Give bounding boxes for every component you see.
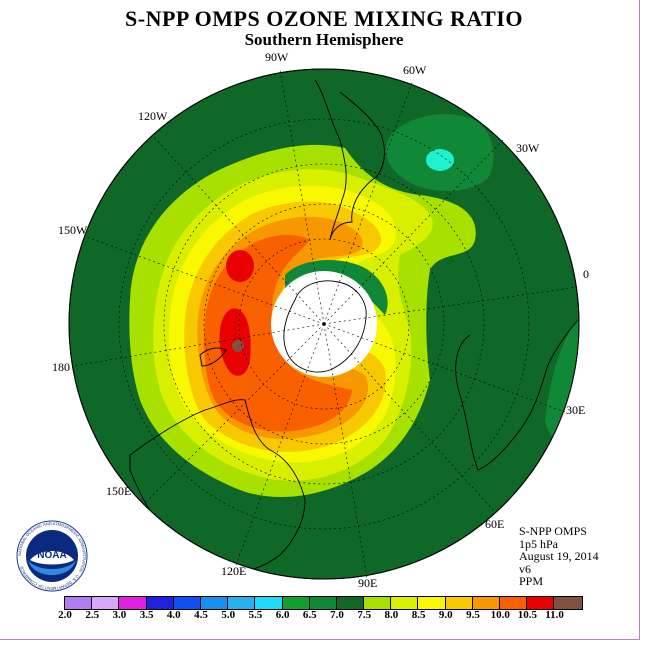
cyan-spot — [426, 149, 454, 171]
colorbar-swatch — [255, 597, 283, 609]
contour-10.5 — [232, 340, 244, 352]
figure-frame — [0, 0, 640, 640]
polar-map: 90W 60W 30W 0 30E 60E 90E 120E 150E 180 … — [52, 50, 589, 590]
lon-label-60e: 60E — [485, 517, 504, 531]
lon-label-180: 180 — [52, 360, 70, 374]
chart-title: S-NPP OMPS OZONE MIXING RATIO — [125, 6, 523, 31]
chart-subtitle: Southern Hemisphere — [244, 30, 404, 49]
colorbar-swatch — [500, 597, 528, 609]
colorbar-swatch — [173, 597, 201, 609]
colorbar-swatch — [282, 597, 310, 609]
info-version: v6 — [519, 561, 531, 576]
noaa-logo-text: NOAA — [37, 550, 66, 561]
colorbar-swatch — [65, 597, 93, 609]
colorbar-swatch — [336, 597, 365, 609]
colorbar-swatch — [418, 597, 446, 609]
colorbar-swatch — [391, 597, 419, 609]
info-units: PPM — [519, 574, 544, 588]
colorbar-swatch — [445, 597, 473, 609]
colorbar-tick-label: 6.5 — [302, 609, 317, 621]
colorbar-tick-label: 5.5 — [248, 609, 263, 621]
colorbar-swatch — [146, 597, 174, 609]
colorbar-swatch — [364, 597, 392, 609]
lon-label-90w: 90W — [265, 50, 289, 64]
lon-label-120e: 120E — [221, 564, 246, 578]
colorbar-swatch — [472, 597, 500, 609]
colorbar-swatch — [554, 597, 582, 609]
contour-10.0-upper — [226, 250, 254, 282]
product-info: S-NPP OMPS 1p5 hPa August 19, 2014 v6 PP… — [519, 525, 599, 588]
colorbar-tick-label: 5.0 — [221, 609, 236, 621]
lon-label-150e: 150E — [106, 484, 131, 498]
colorbar-tick-label: 7.0 — [330, 609, 344, 621]
colorbar-tick-label: 8.0 — [384, 609, 399, 621]
colorbar-swatch — [119, 597, 147, 609]
contour-9.5 — [204, 234, 352, 432]
colorbar-tick-label: 9.5 — [466, 609, 480, 621]
colorbar-tick-label: 4.0 — [166, 609, 181, 621]
colorbar-tick-label: 11.0 — [545, 609, 564, 621]
colorbar-tick-label: 2.0 — [58, 609, 72, 621]
lon-label-60w: 60W — [403, 63, 427, 77]
colorbar-swatch — [200, 597, 229, 609]
colorbar — [64, 596, 583, 610]
lon-label-30w: 30W — [516, 141, 540, 155]
colorbar-swatch — [92, 597, 120, 609]
colorbar-swatch — [527, 597, 555, 609]
info-instrument: S-NPP OMPS — [519, 524, 587, 538]
info-date: August 19, 2014 — [519, 549, 599, 563]
colorbar-tick-label: 4.5 — [194, 609, 208, 621]
colorbar-tick-label: 6.0 — [275, 609, 290, 621]
colorbar-tick-label: 2.5 — [85, 609, 100, 621]
graticule — [72, 69, 578, 579]
lon-label-150w: 150W — [58, 223, 88, 237]
colorbar-tick-label: 3.0 — [112, 609, 127, 621]
colorbar-tick-label: 10.5 — [517, 609, 538, 621]
noaa-logo: NOAA NATIONAL OCEANIC AND ATMOSPHERIC AD… — [16, 520, 88, 592]
colorbar-tick-label: 9.0 — [438, 609, 453, 621]
lon-label-90e: 90E — [358, 576, 377, 590]
colorbar-tick-label: 3.5 — [139, 609, 154, 621]
colorbar-tick-label: 8.5 — [411, 609, 426, 621]
colorbar-swatch — [228, 597, 256, 609]
lon-label-30e: 30E — [566, 403, 585, 417]
colorbar-tick-label: 10.0 — [490, 609, 510, 621]
info-level: 1p5 hPa — [519, 536, 558, 551]
colorbar-tick-label: 7.5 — [357, 609, 372, 621]
lon-label-0: 0 — [583, 267, 589, 281]
lon-label-120w: 120W — [138, 109, 168, 123]
colorbar-swatch — [309, 597, 337, 609]
